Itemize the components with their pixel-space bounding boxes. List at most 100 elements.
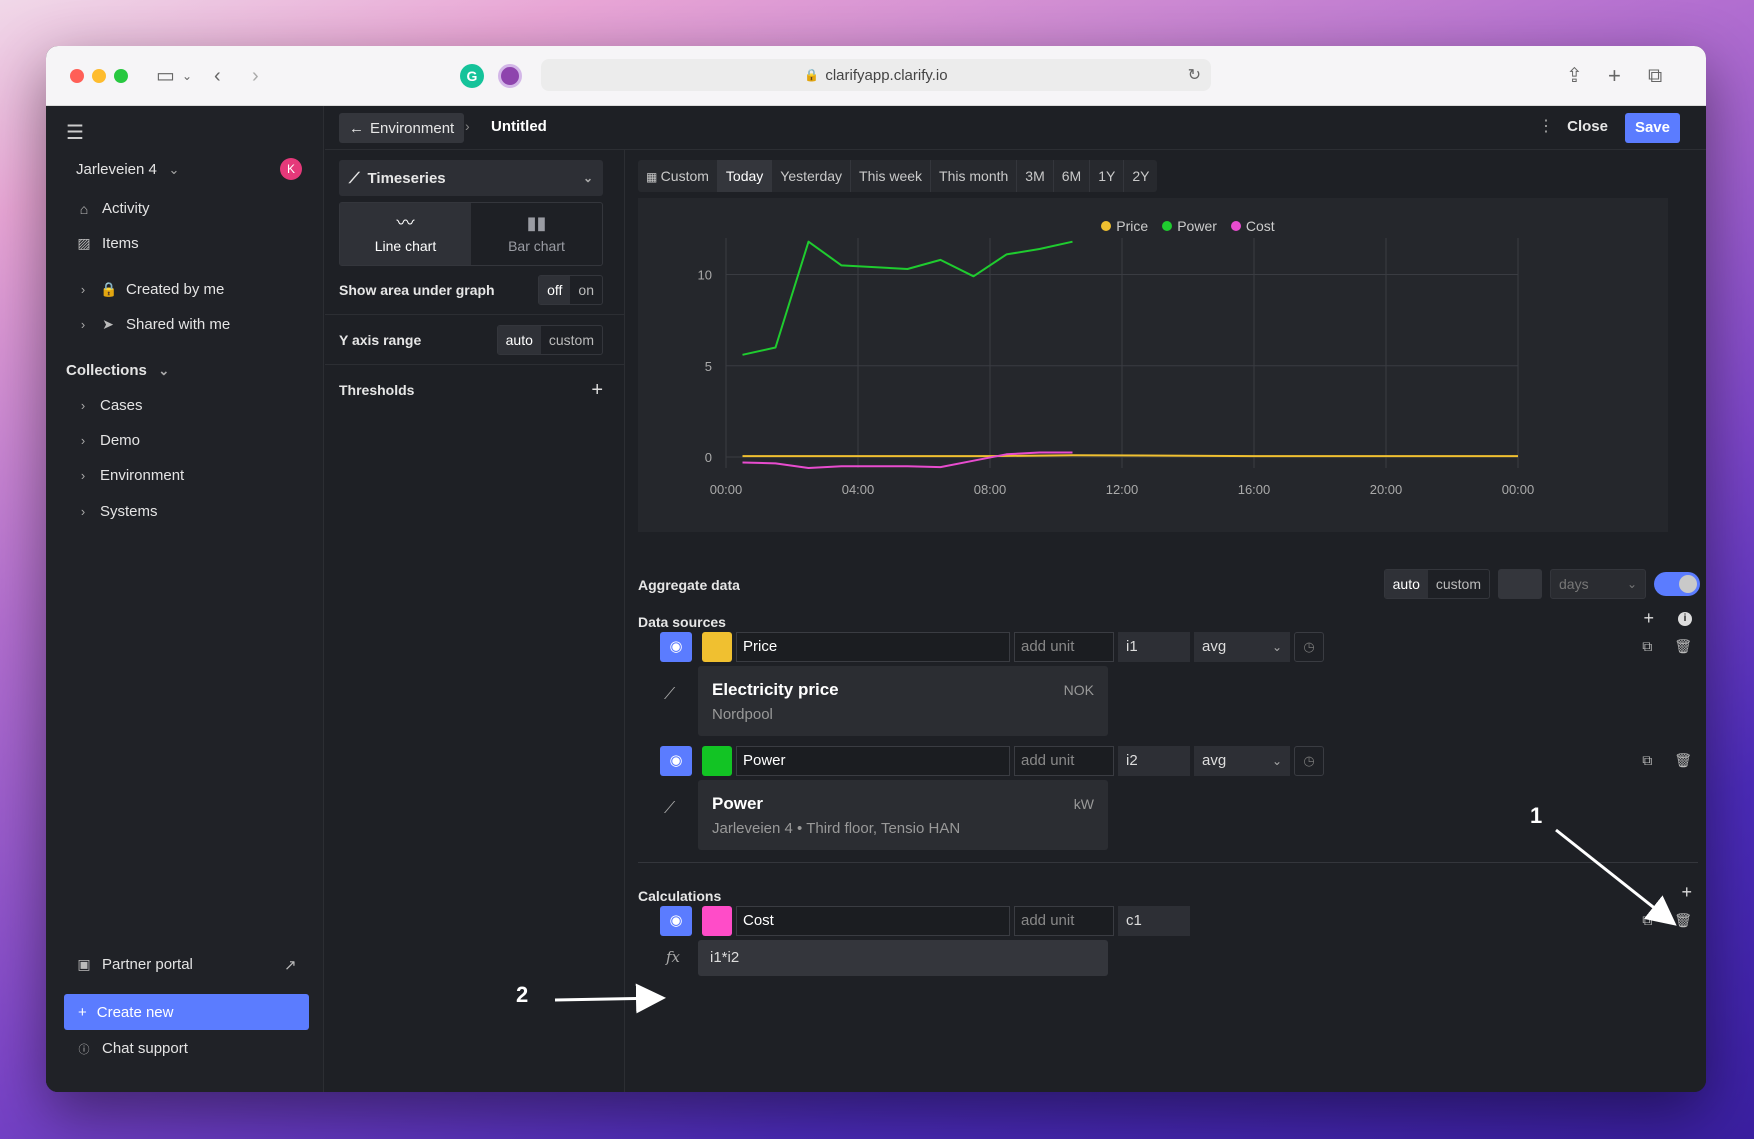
legend-item-power[interactable]: Power: [1162, 218, 1217, 234]
share-icon[interactable]: ⇪: [1566, 65, 1583, 87]
grammarly-extension-icon[interactable]: G: [460, 64, 484, 88]
tab-overview-icon[interactable]: ⧉: [1648, 65, 1663, 87]
item-unit: NOK: [1063, 682, 1094, 698]
close-button[interactable]: Close: [1567, 118, 1608, 135]
add-calculation-icon[interactable]: +: [1681, 882, 1692, 902]
sidebar-item-items[interactable]: ▨ Items: [76, 235, 138, 252]
chevron-down-icon[interactable]: ⌄: [182, 69, 193, 83]
url-bar[interactable]: 🔒 clarifyapp.clarify.io ↻: [541, 59, 1211, 91]
range-this-week[interactable]: This week: [851, 160, 932, 192]
duplicate-icon[interactable]: ⧉: [1642, 638, 1653, 654]
duplicate-icon[interactable]: ⧉: [1642, 912, 1653, 928]
add-threshold-icon[interactable]: +: [591, 378, 603, 401]
reload-icon[interactable]: ↻: [1187, 67, 1201, 84]
visibility-eye-icon[interactable]: ◉: [660, 632, 692, 662]
series-line-cost: [742, 451, 1073, 469]
sidebar-item-shared-with-me[interactable]: › ➤ Shared with me: [76, 316, 230, 333]
series-name-input[interactable]: Cost: [736, 906, 1010, 936]
chat-support-link[interactable]: ⓘ Chat support: [76, 1040, 188, 1057]
legend-item-cost[interactable]: Cost: [1230, 218, 1275, 234]
main-editor: ▦ Custom Today Yesterday This week This …: [626, 150, 1706, 1092]
range-6m[interactable]: 6M: [1054, 160, 1091, 192]
range-custom[interactable]: ▦ Custom: [638, 160, 718, 192]
area-off-option[interactable]: off: [539, 276, 571, 304]
avatar[interactable]: K: [280, 158, 302, 180]
forward-arrow-icon[interactable]: ›: [252, 65, 259, 87]
sidebar-item-environment[interactable]: › Environment: [76, 467, 184, 484]
sidebar-item-systems[interactable]: › Systems: [76, 503, 158, 520]
back-arrow-icon[interactable]: ‹: [214, 65, 221, 87]
sidebar-item-activity[interactable]: ⌂ Activity: [76, 200, 150, 217]
aggregate-unit-select[interactable]: days ⌄: [1550, 569, 1646, 599]
visualization-type-select[interactable]: ⟋ Timeseries ⌄: [339, 160, 603, 196]
minimize-window-button[interactable]: [92, 69, 106, 83]
sidebar-item-demo[interactable]: › Demo: [76, 432, 140, 449]
visibility-eye-icon[interactable]: ◉: [660, 746, 692, 776]
page-title[interactable]: Untitled: [491, 118, 547, 135]
area-on-option[interactable]: on: [578, 282, 594, 298]
time-offset-icon[interactable]: ◷: [1294, 632, 1324, 662]
unit-input[interactable]: add unit: [1014, 906, 1114, 936]
sidebar-item-cases[interactable]: › Cases: [76, 397, 143, 414]
save-button[interactable]: Save: [1624, 113, 1680, 143]
range-yesterday[interactable]: Yesterday: [772, 160, 852, 192]
range-3m[interactable]: 3M: [1017, 160, 1054, 192]
collections-header[interactable]: Collections ⌄: [66, 362, 171, 379]
aggregate-custom-option[interactable]: custom: [1435, 576, 1481, 592]
alias-input[interactable]: c1: [1118, 906, 1190, 936]
new-tab-icon[interactable]: +: [1608, 63, 1621, 88]
menu-icon[interactable]: ☰: [66, 122, 84, 144]
range-2y[interactable]: 2Y: [1132, 168, 1150, 184]
divider: [325, 364, 625, 365]
line-chart-option[interactable]: 〰 Line chart: [340, 203, 471, 265]
trash-icon[interactable]: 🗑: [1674, 912, 1692, 928]
aggregate-toggle[interactable]: [1654, 572, 1700, 596]
maximize-window-button[interactable]: [114, 69, 128, 83]
color-swatch[interactable]: [702, 632, 732, 662]
item-card-power[interactable]: Power Jarleveien 4 • Third floor, Tensio…: [698, 780, 1108, 850]
formula-input[interactable]: i1*i2: [698, 940, 1108, 976]
privacy-extension-icon[interactable]: [498, 64, 522, 88]
visualization-type-label: Timeseries: [367, 169, 446, 187]
duplicate-icon[interactable]: ⧉: [1642, 752, 1653, 768]
bar-chart-option[interactable]: ▮▮ Bar chart: [471, 203, 602, 265]
color-swatch[interactable]: [702, 906, 732, 936]
range-1y[interactable]: 1Y: [1090, 160, 1125, 192]
legend-item-price[interactable]: Price: [1101, 218, 1148, 234]
add-data-source-icon[interactable]: +: [1643, 608, 1654, 628]
item-title: Electricity price: [712, 680, 839, 699]
sidebar-item-created-by-me[interactable]: › 🔒 Created by me: [76, 281, 225, 298]
sidebar-toggle-icon[interactable]: ▭: [156, 65, 175, 87]
org-switcher[interactable]: Jarleveien 4 ⌄: [76, 161, 181, 178]
id-badge-icon: ▣: [77, 956, 91, 972]
alias-input[interactable]: i2: [1118, 746, 1190, 776]
aggregate-auto-option[interactable]: auto: [1384, 570, 1428, 598]
trash-icon[interactable]: 🗑: [1674, 752, 1692, 768]
unit-input[interactable]: add unit: [1014, 632, 1114, 662]
y-range-custom-option[interactable]: custom: [548, 332, 594, 348]
calculations-title: Calculations: [638, 888, 722, 904]
partner-portal-link[interactable]: ▣ Partner portal: [76, 956, 193, 973]
create-new-button[interactable]: + Create new: [64, 994, 309, 1030]
unit-input[interactable]: add unit: [1014, 746, 1114, 776]
visibility-eye-icon[interactable]: ◉: [660, 906, 692, 936]
alias-input[interactable]: i1: [1118, 632, 1190, 662]
external-link-icon[interactable]: ↗: [284, 957, 297, 974]
chart-container[interactable]: Price Power Cost 0 5 10 00:00 04:00 08:00 12:0…: [638, 198, 1668, 532]
item-card-electricity-price[interactable]: Electricity price Nordpool NOK: [698, 666, 1108, 736]
time-offset-icon[interactable]: ◷: [1294, 746, 1324, 776]
color-swatch[interactable]: [702, 746, 732, 776]
range-this-month[interactable]: This month: [931, 160, 1018, 192]
aggregate-amount-input[interactable]: [1498, 569, 1542, 599]
series-name-input[interactable]: Power: [736, 746, 1010, 776]
trash-icon[interactable]: 🗑: [1674, 638, 1692, 654]
info-icon[interactable]: i: [1678, 611, 1692, 626]
aggregation-select[interactable]: avg ⌄: [1194, 746, 1290, 776]
range-today[interactable]: Today: [717, 160, 773, 192]
close-window-button[interactable]: [70, 69, 84, 83]
aggregation-select[interactable]: avg ⌄: [1194, 632, 1290, 662]
y-range-auto-option[interactable]: auto: [497, 326, 541, 354]
series-name-input[interactable]: Price: [736, 632, 1010, 662]
more-options-icon[interactable]: ⋮: [1538, 118, 1554, 135]
back-to-environment-button[interactable]: ← Environment: [339, 113, 465, 143]
